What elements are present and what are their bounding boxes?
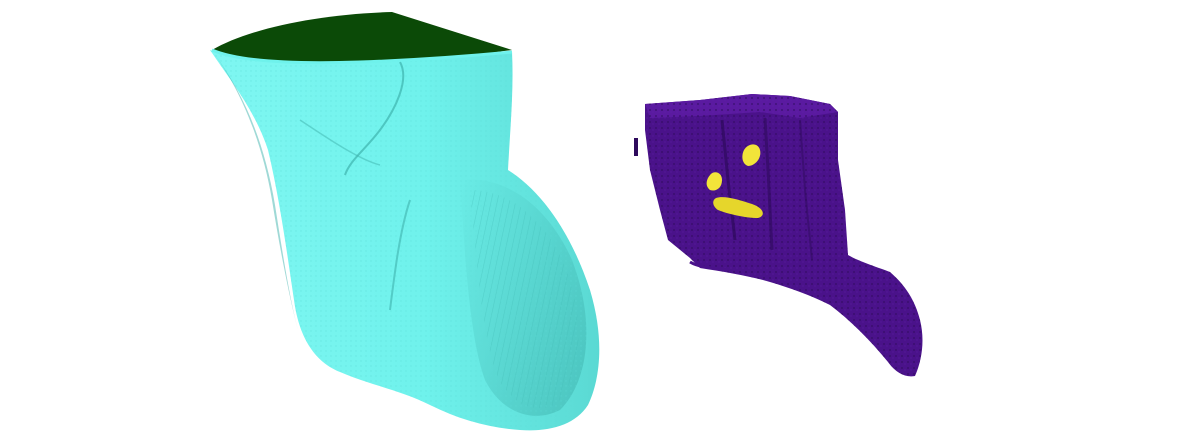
cyan-organ-mesh (210, 12, 600, 431)
cyan-organ-crease (299, 119, 381, 166)
yellow-highlight-region (706, 172, 722, 191)
purple-tissue-tendril (689, 260, 731, 272)
purple-tissue-fragment (634, 138, 638, 156)
yellow-highlight-region (713, 197, 763, 218)
purple-tissue-mesh (634, 94, 923, 377)
purple-tissue-texture (645, 94, 923, 377)
cyan-organ-crease (344, 61, 405, 176)
cyan-organ-cap (212, 12, 512, 63)
purple-tissue-crease (799, 119, 813, 261)
cyan-organ-crease (389, 199, 411, 311)
yellow-highlight-region (742, 144, 761, 166)
cyan-organ-texture (210, 50, 600, 431)
cyan-organ-cap-rim (211, 48, 513, 65)
yellow-highlight-group (706, 144, 763, 218)
purple-tissue-crease (720, 119, 737, 241)
purple-tissue-crease (763, 117, 774, 251)
